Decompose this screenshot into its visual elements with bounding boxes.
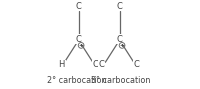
Text: +: +	[79, 43, 84, 48]
Text: 2° carbocation: 2° carbocation	[47, 76, 107, 85]
Text: C: C	[76, 2, 82, 11]
Text: 3° carbocation: 3° carbocation	[91, 76, 150, 85]
Text: C: C	[93, 60, 98, 70]
Text: C: C	[134, 60, 139, 70]
Text: H: H	[59, 60, 65, 70]
Text: +: +	[119, 43, 125, 48]
Text: C: C	[117, 35, 123, 44]
Text: C: C	[117, 2, 123, 11]
Text: C: C	[76, 35, 82, 44]
Text: C: C	[99, 60, 105, 70]
